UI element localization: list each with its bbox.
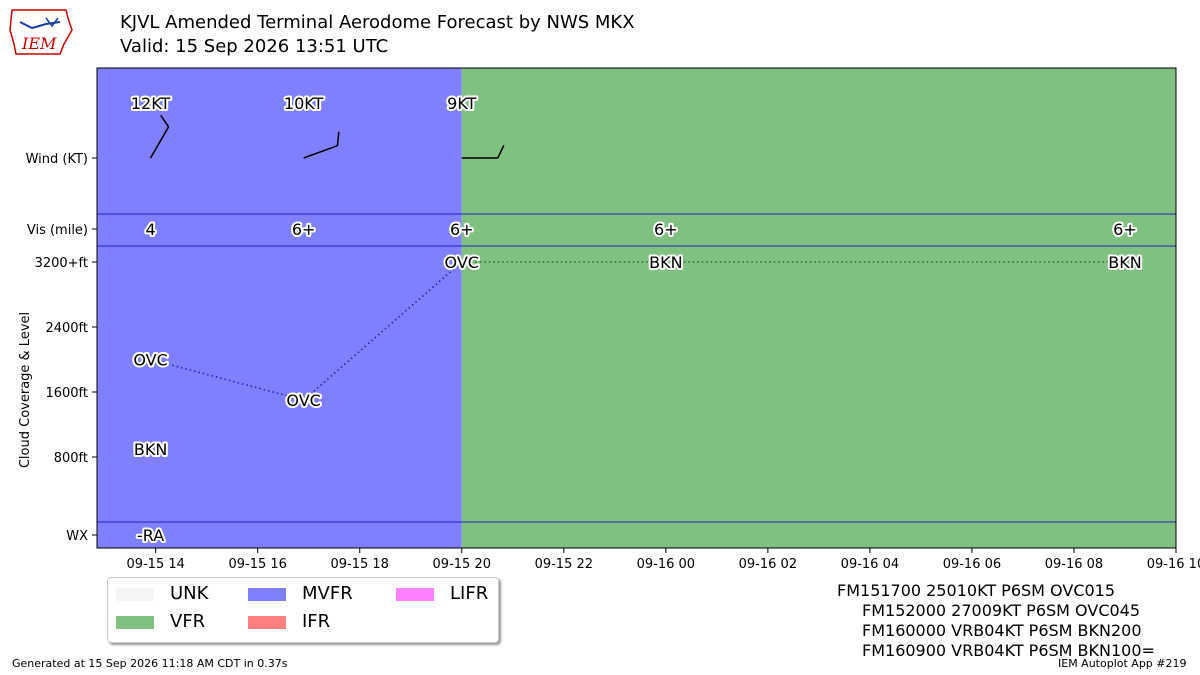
x-tick-label: 09-16 10 [1147, 557, 1200, 572]
vis-label-halo: 4 [145, 220, 155, 239]
legend-label-vfr: VFR [170, 611, 206, 632]
y-tick-label-cloud: 1600ft [45, 386, 88, 401]
legend-label-mvfr: MVFR [302, 583, 353, 604]
x-tick-label: 09-16 08 [1045, 557, 1103, 572]
y-tick-label-cloud: 800ft [54, 451, 88, 466]
wind-speed-label-halo: 12KT [131, 94, 171, 113]
legend: UNK MVFR LIFR VFR IFR [107, 577, 499, 643]
legend-swatch-unk [116, 588, 154, 601]
legend-swatch-ifr [248, 616, 286, 629]
app-footer: IEM Autoplot App #219 [1058, 657, 1187, 670]
x-tick-label: 09-15 18 [331, 557, 389, 572]
cloud-label-halo: OVC [445, 253, 479, 272]
wind-barb-staff [149, 126, 170, 159]
legend-label-unk: UNK [170, 583, 209, 604]
legend-swatch-mvfr [248, 588, 286, 601]
wind-barb-flag [160, 114, 170, 128]
vis-label-halo: 6+ [292, 220, 316, 239]
cloud-label: OVC [133, 351, 167, 370]
vis-label: 4 [145, 220, 155, 239]
x-tick-label: 09-15 14 [126, 557, 184, 572]
wind-barbs [149, 114, 505, 159]
category-band-vfr [461, 68, 1176, 548]
cloud-label: OVC [286, 391, 320, 410]
y-label-wind: Wind (KT) [26, 152, 88, 167]
wind-speed-label: 12KT [131, 94, 171, 113]
wind-speed-label-halo: 10KT [284, 94, 324, 113]
cloud-line-segment [150, 358, 304, 401]
wind-barb-flag [497, 145, 505, 159]
x-tick-label: 09-16 00 [637, 557, 695, 572]
taf-line: FM152000 27009KT P6SM OVC045 [862, 601, 1141, 620]
y-axis-label: Cloud Coverage & Level [18, 312, 33, 468]
cloud-label: BKN [1108, 253, 1141, 272]
flight-category-backgrounds [97, 68, 1176, 548]
x-tick-label: 09-16 06 [943, 557, 1001, 572]
wx-label: -RA [137, 526, 164, 545]
y-label-wx: WX [66, 529, 88, 544]
wind-barb-flag [336, 131, 340, 146]
legend-swatch-lifr [396, 588, 434, 601]
cloud-label: OVC [445, 253, 479, 272]
axes: 09-15 14 09-15 16 09-15 18 09-15 20 09-15 22… [18, 67, 1200, 572]
x-tick-label: 09-16 04 [841, 557, 899, 572]
wind-barb-staff [303, 144, 338, 159]
x-tick-label: 09-15 16 [228, 557, 286, 572]
vis-label-halo: 6+ [1113, 220, 1137, 239]
x-tick-label: 09-15 22 [535, 557, 593, 572]
cloud-label-halo: BKN [649, 253, 682, 272]
cloud-label-halo: OVC [133, 351, 167, 370]
taf-line: FM160900 VRB04KT P6SM BKN100= [862, 641, 1155, 660]
vis-label: 6+ [654, 220, 678, 239]
cloud-lines [150, 261, 1125, 401]
vis-label-halo: 6+ [450, 220, 474, 239]
category-band-mvfr [97, 68, 462, 548]
wind-speed-label: 9KT [447, 94, 476, 113]
vis-label: 6+ [450, 220, 474, 239]
svg-text:IEM: IEM [21, 34, 57, 53]
iem-logo: IEM [9, 9, 73, 55]
vis-label: 6+ [292, 220, 316, 239]
taf-line: FM160000 VRB04KT P6SM BKN200 [862, 621, 1142, 640]
cloud-label: BKN [649, 253, 682, 272]
row-separators [97, 213, 1176, 523]
taf-line: FM151700 25010KT P6SM OVC015 [837, 581, 1116, 600]
generated-footer: Generated at 15 Sep 2026 11:18 AM CDT in… [12, 657, 288, 670]
chart-title: KJVL Amended Terminal Aerodome Forecast … [120, 12, 635, 33]
legend-label-ifr: IFR [302, 611, 331, 632]
cloud-label: BKN [134, 440, 167, 459]
y-tick-label-cloud: 2400ft [45, 321, 88, 336]
vis-label: 6+ [1113, 220, 1137, 239]
wind-speed-label: 10KT [284, 94, 324, 113]
legend-swatch-vfr [116, 616, 154, 629]
y-tick-label-cloud: 3200+ft [35, 256, 88, 271]
x-tick-label: 09-16 02 [739, 557, 797, 572]
cloud-label-halo: BKN [134, 440, 167, 459]
cloud-line-segment [303, 261, 463, 401]
valid-time: Valid: 15 Sep 2026 13:51 UTC [120, 36, 389, 57]
x-tick-label: 09-15 20 [433, 557, 491, 572]
wx-label-halo: -RA [137, 526, 164, 545]
plot-frame [96, 67, 1177, 549]
cloud-label-halo: BKN [1108, 253, 1141, 272]
y-label-vis: Vis (mile) [27, 223, 88, 238]
cloud-label-halo: OVC [286, 391, 320, 410]
wind-speed-label-halo: 9KT [447, 94, 476, 113]
vis-label-halo: 6+ [654, 220, 678, 239]
legend-label-lifr: LIFR [450, 583, 489, 604]
